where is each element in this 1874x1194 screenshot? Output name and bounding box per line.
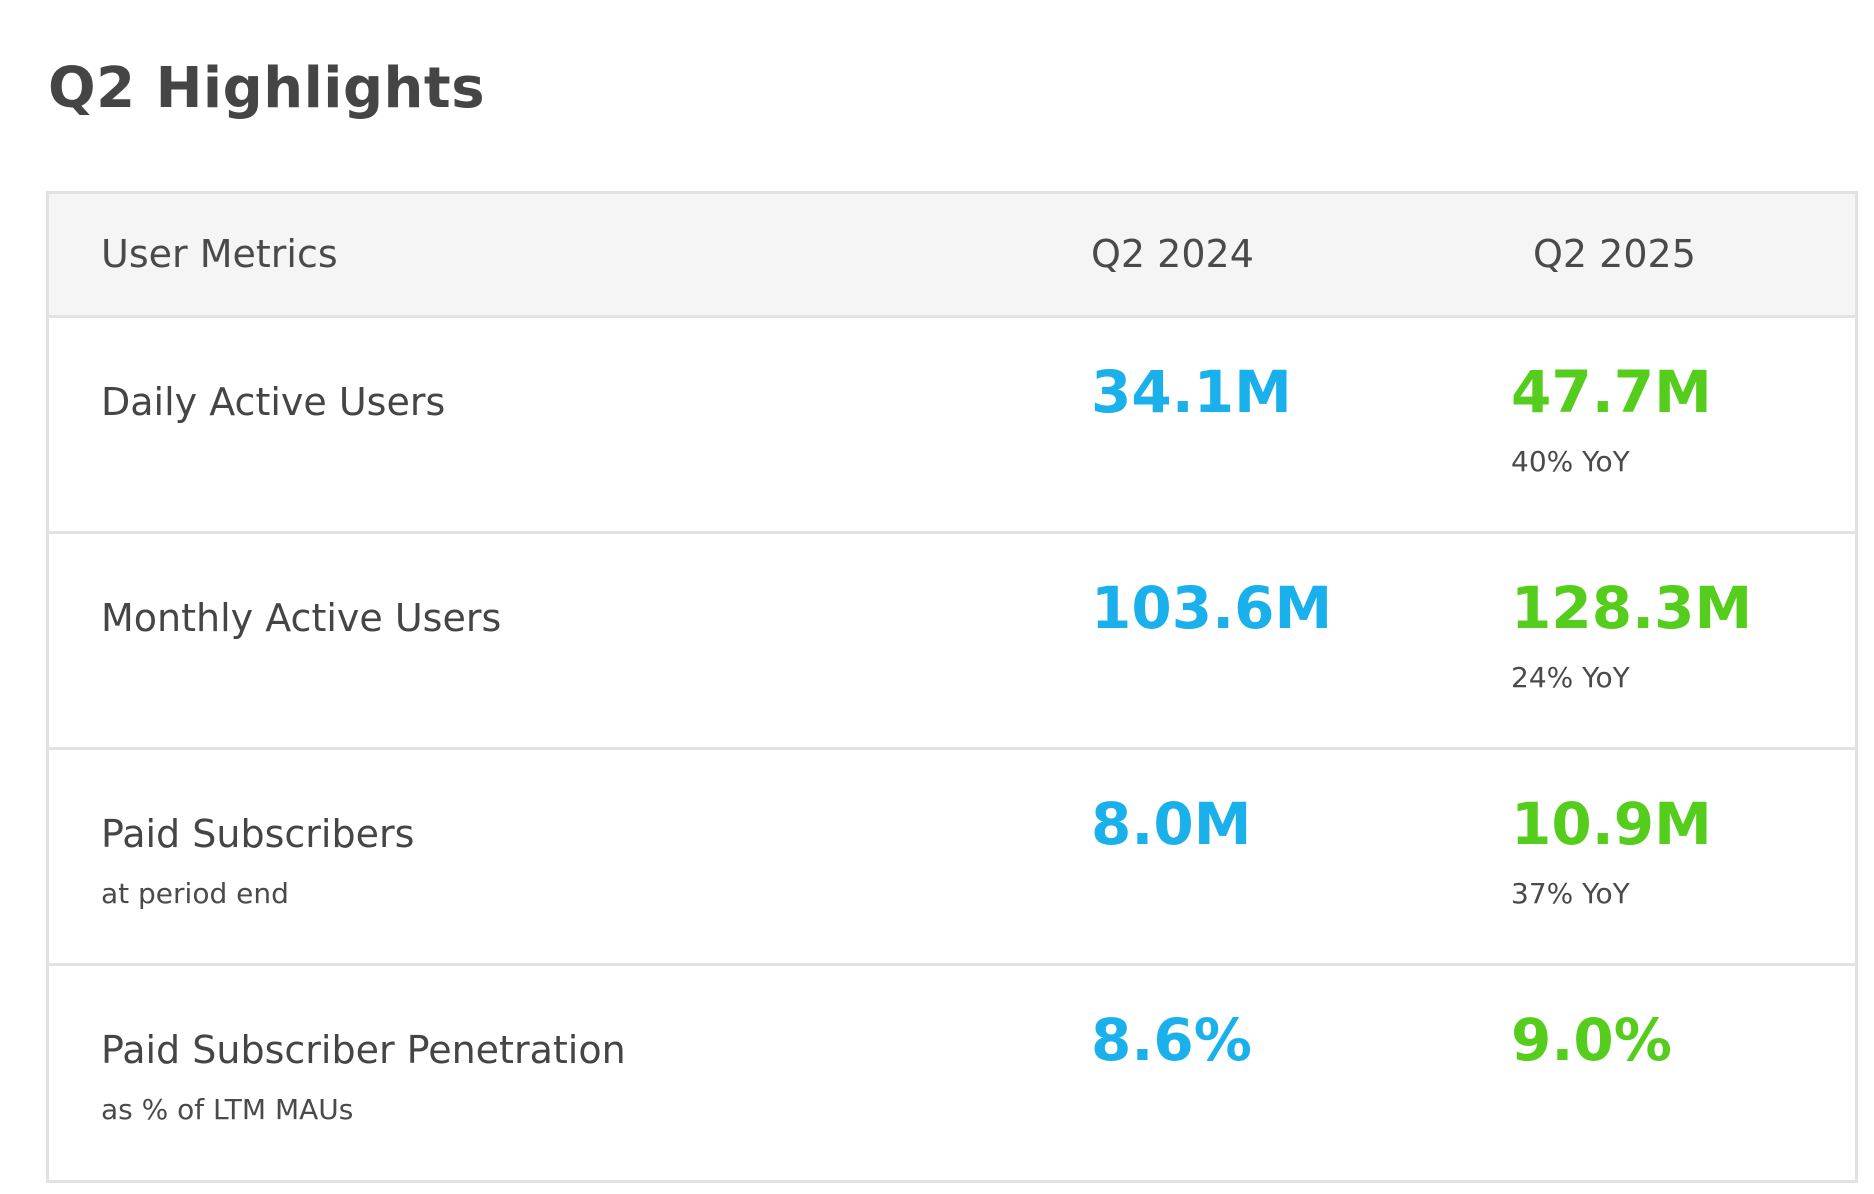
q2-2024-value: 8.0M [1091, 790, 1252, 858]
q2-2025-value: 47.7M [1511, 358, 1712, 426]
header-q2-2024: Q2 2024 [1091, 232, 1254, 276]
page-title: Q2 Highlights [48, 56, 486, 121]
q2-2024-value: 34.1M [1091, 358, 1292, 426]
metrics-table: User Metrics Q2 2024 Q2 2025 Daily Activ… [46, 191, 1858, 1183]
metric-name: Paid Subscribers [101, 812, 415, 856]
metric-name: Paid Subscriber Penetration [101, 1028, 626, 1072]
header-user-metrics: User Metrics [101, 232, 338, 276]
metric-name: Daily Active Users [101, 380, 446, 424]
table-row-daily-active-users: Daily Active Users 34.1M 47.7M 40% YoY [49, 318, 1855, 534]
header-q2-2025: Q2 2025 [1533, 232, 1696, 276]
q2-2025-value: 128.3M [1511, 574, 1753, 642]
metric-name: Monthly Active Users [101, 596, 502, 640]
q2-2024-value: 103.6M [1091, 574, 1333, 642]
q2-2025-value: 10.9M [1511, 790, 1712, 858]
q2-2025-value: 9.0% [1511, 1006, 1672, 1074]
table-row-paid-subscribers: Paid Subscribers at period end 8.0M 10.9… [49, 750, 1855, 966]
metric-subtitle: as % of LTM MAUs [101, 1093, 354, 1126]
q2-2024-value: 8.6% [1091, 1006, 1252, 1074]
table-row-monthly-active-users: Monthly Active Users 103.6M 128.3M 24% Y… [49, 534, 1855, 750]
yoy-change: 40% YoY [1511, 445, 1630, 478]
table-header: User Metrics Q2 2024 Q2 2025 [49, 194, 1855, 318]
yoy-change: 24% YoY [1511, 661, 1630, 694]
table-row-paid-subscriber-penetration: Paid Subscriber Penetration as % of LTM … [49, 966, 1855, 1180]
yoy-change: 37% YoY [1511, 877, 1630, 910]
metric-subtitle: at period end [101, 877, 289, 910]
